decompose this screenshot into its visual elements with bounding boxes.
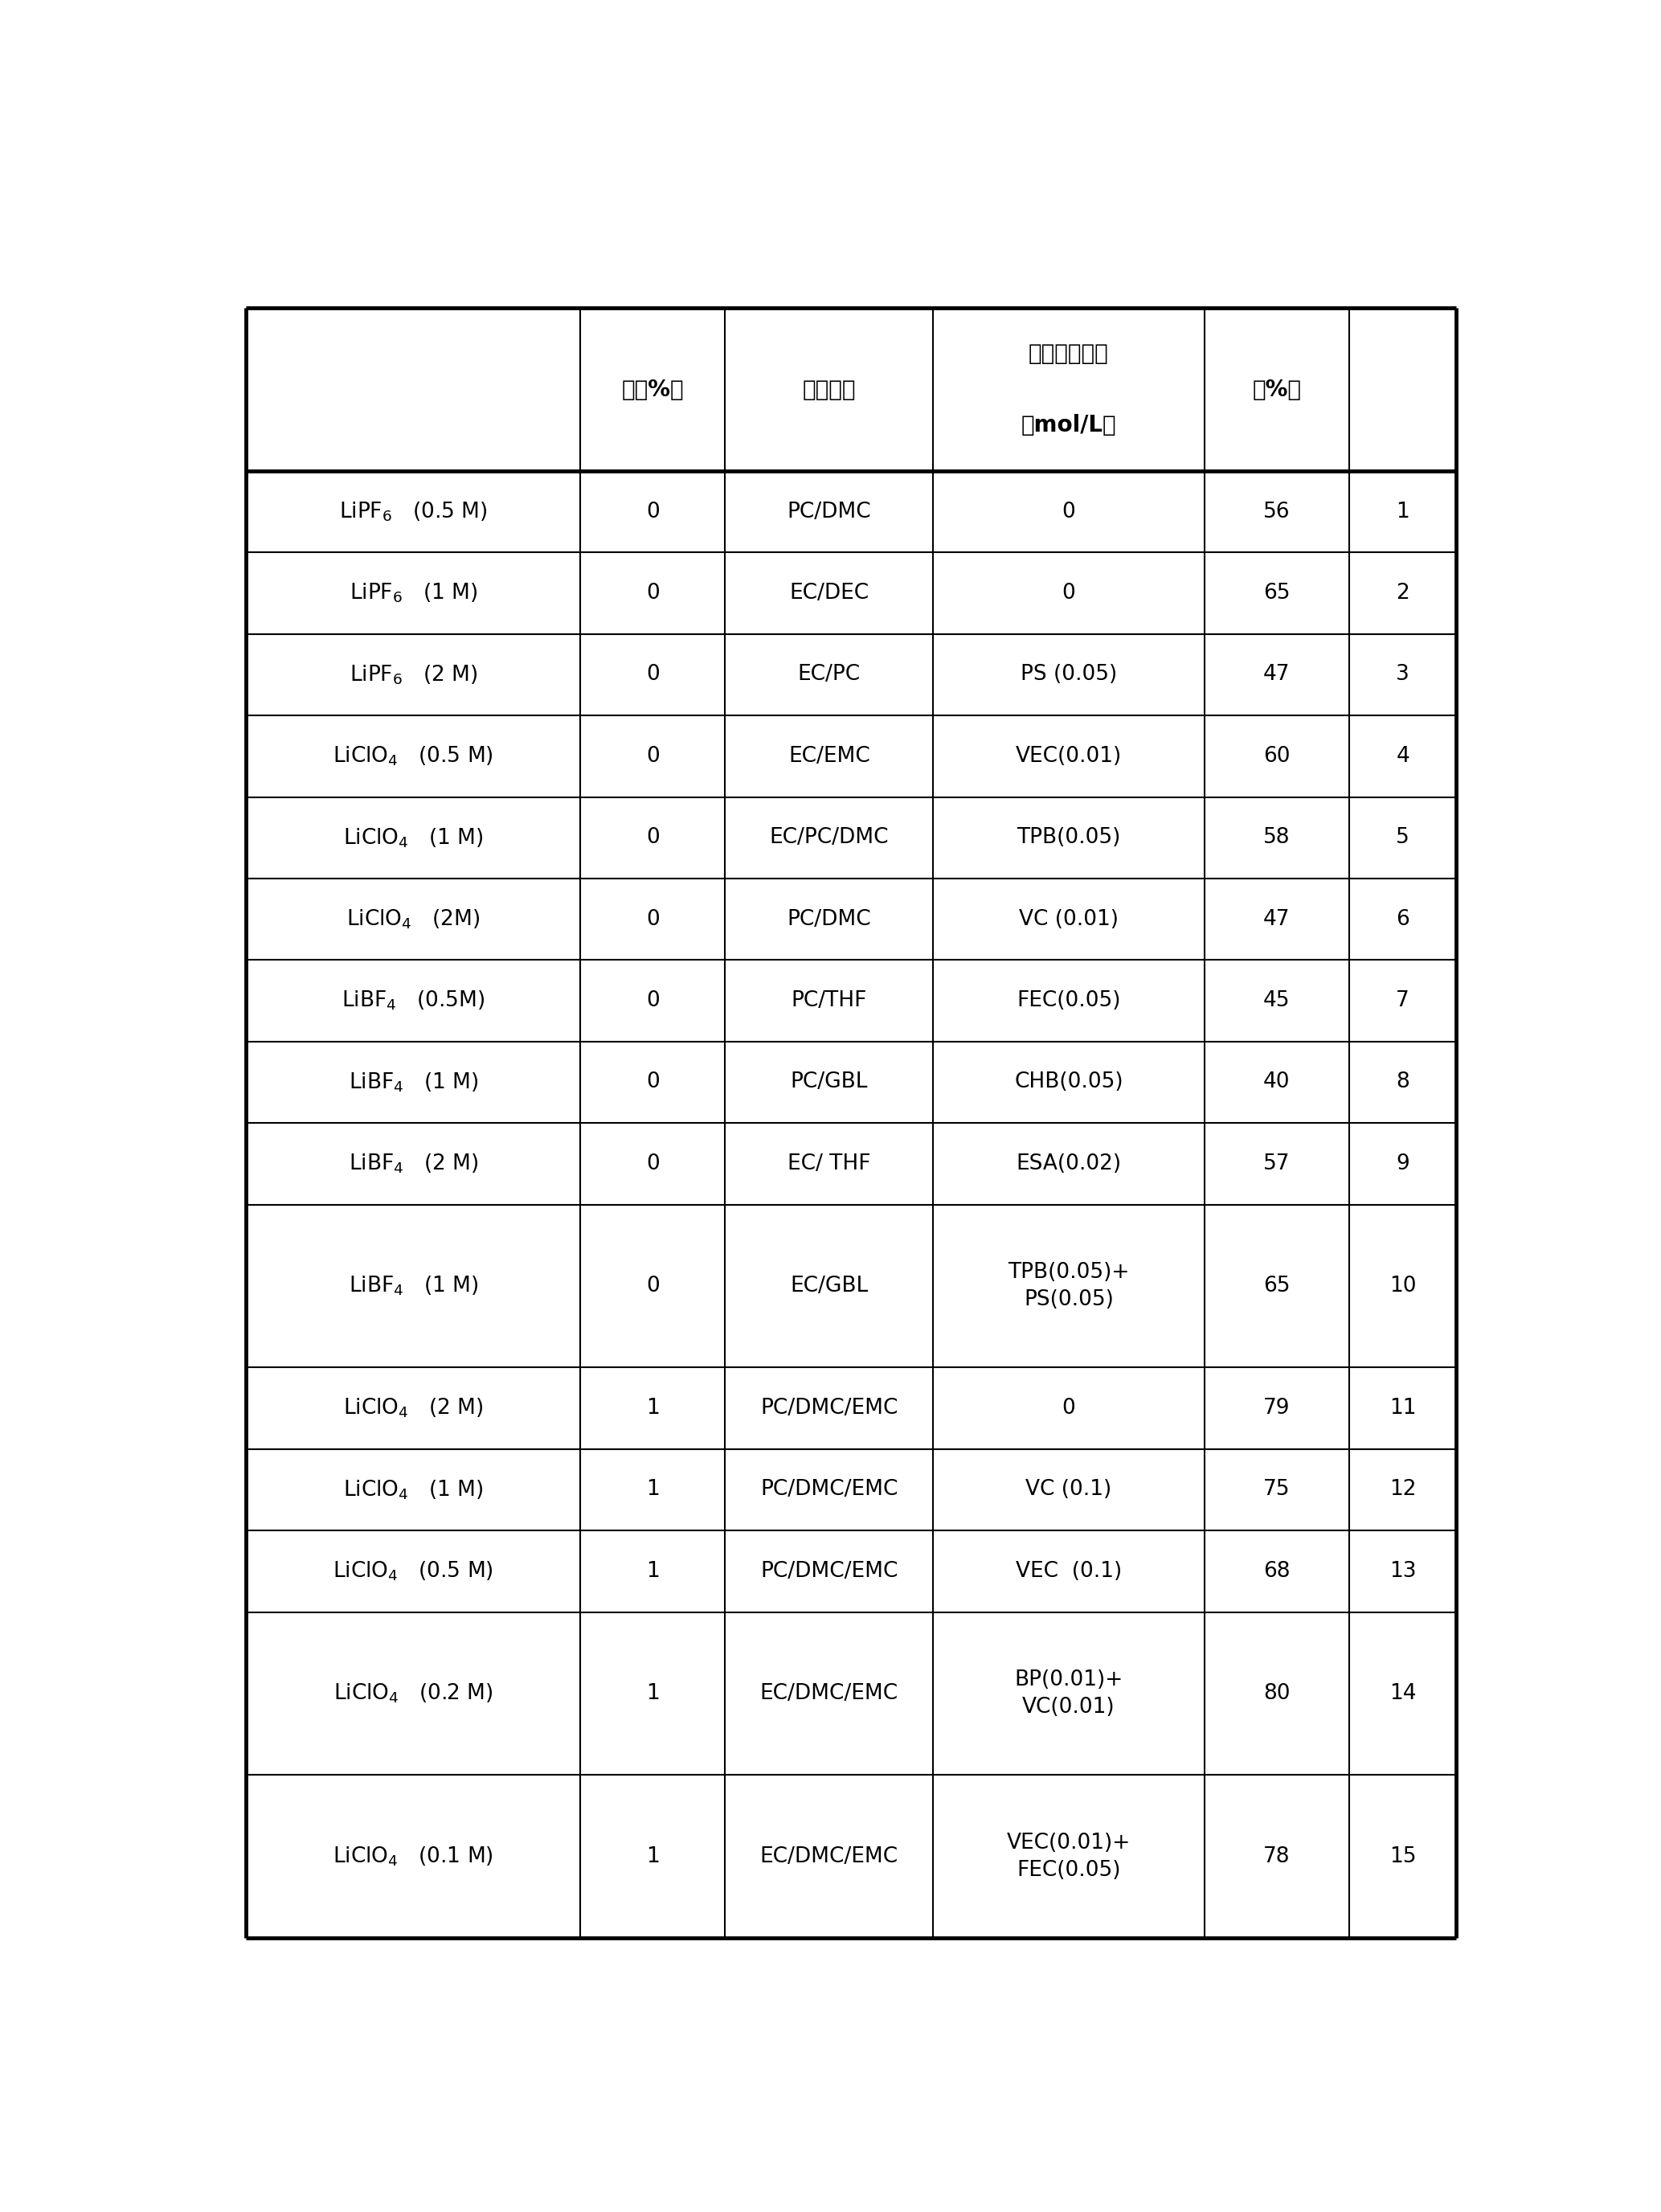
Text: LiBF$_4$   (0.5M): LiBF$_4$ (0.5M) [342,989,485,1013]
Text: 6: 6 [1395,909,1410,929]
Text: 0: 0 [646,582,659,604]
Text: PC/THF: PC/THF [791,991,867,1011]
Text: EC/EMC: EC/EMC [789,745,870,768]
Text: 11: 11 [1389,1398,1417,1418]
Text: EC/DMC/EMC: EC/DMC/EMC [761,1683,899,1703]
Text: FEC(0.05): FEC(0.05) [1017,991,1121,1011]
Text: 79: 79 [1264,1398,1291,1418]
Text: BP(0.01)+
VC(0.01): BP(0.01)+ VC(0.01) [1015,1670,1123,1719]
Text: 78: 78 [1264,1847,1291,1867]
Text: EC/PC: EC/PC [797,664,860,686]
Text: 68: 68 [1264,1562,1291,1582]
Text: 0: 0 [646,1276,659,1296]
Text: EC/PC/DMC: EC/PC/DMC [769,827,889,847]
Text: 0: 0 [646,664,659,686]
Text: PC/GBL: PC/GBL [791,1073,869,1093]
Text: 10: 10 [1389,1276,1417,1296]
Text: 12: 12 [1389,1480,1417,1500]
Text: LiBF$_4$   (2 M): LiBF$_4$ (2 M) [349,1152,478,1175]
Text: PS (0.05): PS (0.05) [1020,664,1116,686]
Text: （mol/L）: （mol/L） [1022,414,1116,436]
Text: LiClO$_4$   (0.5 M): LiClO$_4$ (0.5 M) [332,745,493,768]
Text: PC/DMC: PC/DMC [787,909,872,929]
Text: 1: 1 [646,1683,659,1703]
Text: LiPF$_6$   (2 M): LiPF$_6$ (2 M) [349,664,477,686]
Text: TPB(0.05)+
PS(0.05): TPB(0.05)+ PS(0.05) [1008,1261,1129,1310]
Text: PC/DMC/EMC: PC/DMC/EMC [761,1562,899,1582]
Text: 0: 0 [1061,502,1075,522]
Text: 2: 2 [1395,582,1410,604]
Text: 14: 14 [1389,1683,1417,1703]
Text: 等体积比: 等体积比 [802,378,855,400]
Text: 56: 56 [1264,502,1291,522]
Text: LiClO$_4$   (0.5 M): LiClO$_4$ (0.5 M) [332,1559,493,1584]
Text: 5: 5 [1395,827,1410,847]
Text: 58: 58 [1264,827,1291,847]
Text: 0: 0 [1061,582,1075,604]
Text: LiBF$_4$   (1 M): LiBF$_4$ (1 M) [349,1071,478,1093]
Text: LiPF$_6$   (1 M): LiPF$_6$ (1 M) [349,582,477,604]
Text: 1: 1 [646,1398,659,1418]
Text: EC/GBL: EC/GBL [791,1276,869,1296]
Text: 4: 4 [1395,745,1410,768]
Text: VEC  (0.1): VEC (0.1) [1015,1562,1121,1582]
Text: LiPF$_6$   (0.5 M): LiPF$_6$ (0.5 M) [339,500,487,524]
Text: 1: 1 [646,1480,659,1500]
Text: 0: 0 [646,991,659,1011]
Text: 9: 9 [1395,1152,1410,1175]
Text: 40: 40 [1264,1073,1291,1093]
Text: LiClO$_4$   (2 M): LiClO$_4$ (2 M) [344,1396,483,1420]
Text: 1: 1 [1395,502,1410,522]
Text: VEC(0.01): VEC(0.01) [1015,745,1121,768]
Text: 0: 0 [646,827,659,847]
Text: 1: 1 [646,1562,659,1582]
Text: 量（%）: 量（%） [621,378,684,400]
Text: 65: 65 [1264,582,1291,604]
Text: EC/DMC/EMC: EC/DMC/EMC [761,1847,899,1867]
Text: 13: 13 [1389,1562,1417,1582]
Text: LiClO$_4$   (1 M): LiClO$_4$ (1 M) [344,827,483,849]
Text: 0: 0 [646,909,659,929]
Text: 45: 45 [1264,991,1291,1011]
Text: 1: 1 [646,1847,659,1867]
Text: 0: 0 [646,502,659,522]
Text: CHB(0.05): CHB(0.05) [1015,1073,1123,1093]
Text: 3: 3 [1395,664,1410,686]
Text: LiBF$_4$   (1 M): LiBF$_4$ (1 M) [349,1274,478,1298]
Text: 0: 0 [1061,1398,1075,1418]
Text: （%）: （%） [1252,378,1301,400]
Text: PC/DMC/EMC: PC/DMC/EMC [761,1398,899,1418]
Text: TPB(0.05): TPB(0.05) [1017,827,1121,847]
Text: EC/ THF: EC/ THF [787,1152,870,1175]
Text: 47: 47 [1264,664,1291,686]
Text: LiClO$_4$   (1 M): LiClO$_4$ (1 M) [344,1478,483,1502]
Text: PC/DMC: PC/DMC [787,502,872,522]
Text: 0: 0 [646,1152,659,1175]
Text: 7: 7 [1395,991,1410,1011]
Text: VEC(0.01)+
FEC(0.05): VEC(0.01)+ FEC(0.05) [1007,1832,1131,1880]
Text: VC (0.1): VC (0.1) [1025,1480,1111,1500]
Text: 0: 0 [646,745,659,768]
Text: PC/DMC/EMC: PC/DMC/EMC [761,1480,899,1500]
Text: 8: 8 [1395,1073,1410,1093]
Text: 80: 80 [1264,1683,1291,1703]
Text: LiClO$_4$   (0.2 M): LiClO$_4$ (0.2 M) [334,1681,493,1705]
Text: 47: 47 [1264,909,1291,929]
Text: LiClO$_4$   (2M): LiClO$_4$ (2M) [347,907,480,931]
Text: EC/DEC: EC/DEC [789,582,869,604]
Text: LiClO$_4$   (0.1 M): LiClO$_4$ (0.1 M) [332,1845,493,1867]
Text: 0: 0 [646,1073,659,1093]
Text: 剂的摩尔浓度: 剂的摩尔浓度 [1028,343,1110,365]
Text: ESA(0.02): ESA(0.02) [1017,1152,1121,1175]
Text: VC (0.01): VC (0.01) [1018,909,1118,929]
Text: 75: 75 [1264,1480,1291,1500]
Text: 65: 65 [1264,1276,1291,1296]
Text: 15: 15 [1389,1847,1417,1867]
Text: 57: 57 [1264,1152,1291,1175]
Text: 60: 60 [1264,745,1291,768]
